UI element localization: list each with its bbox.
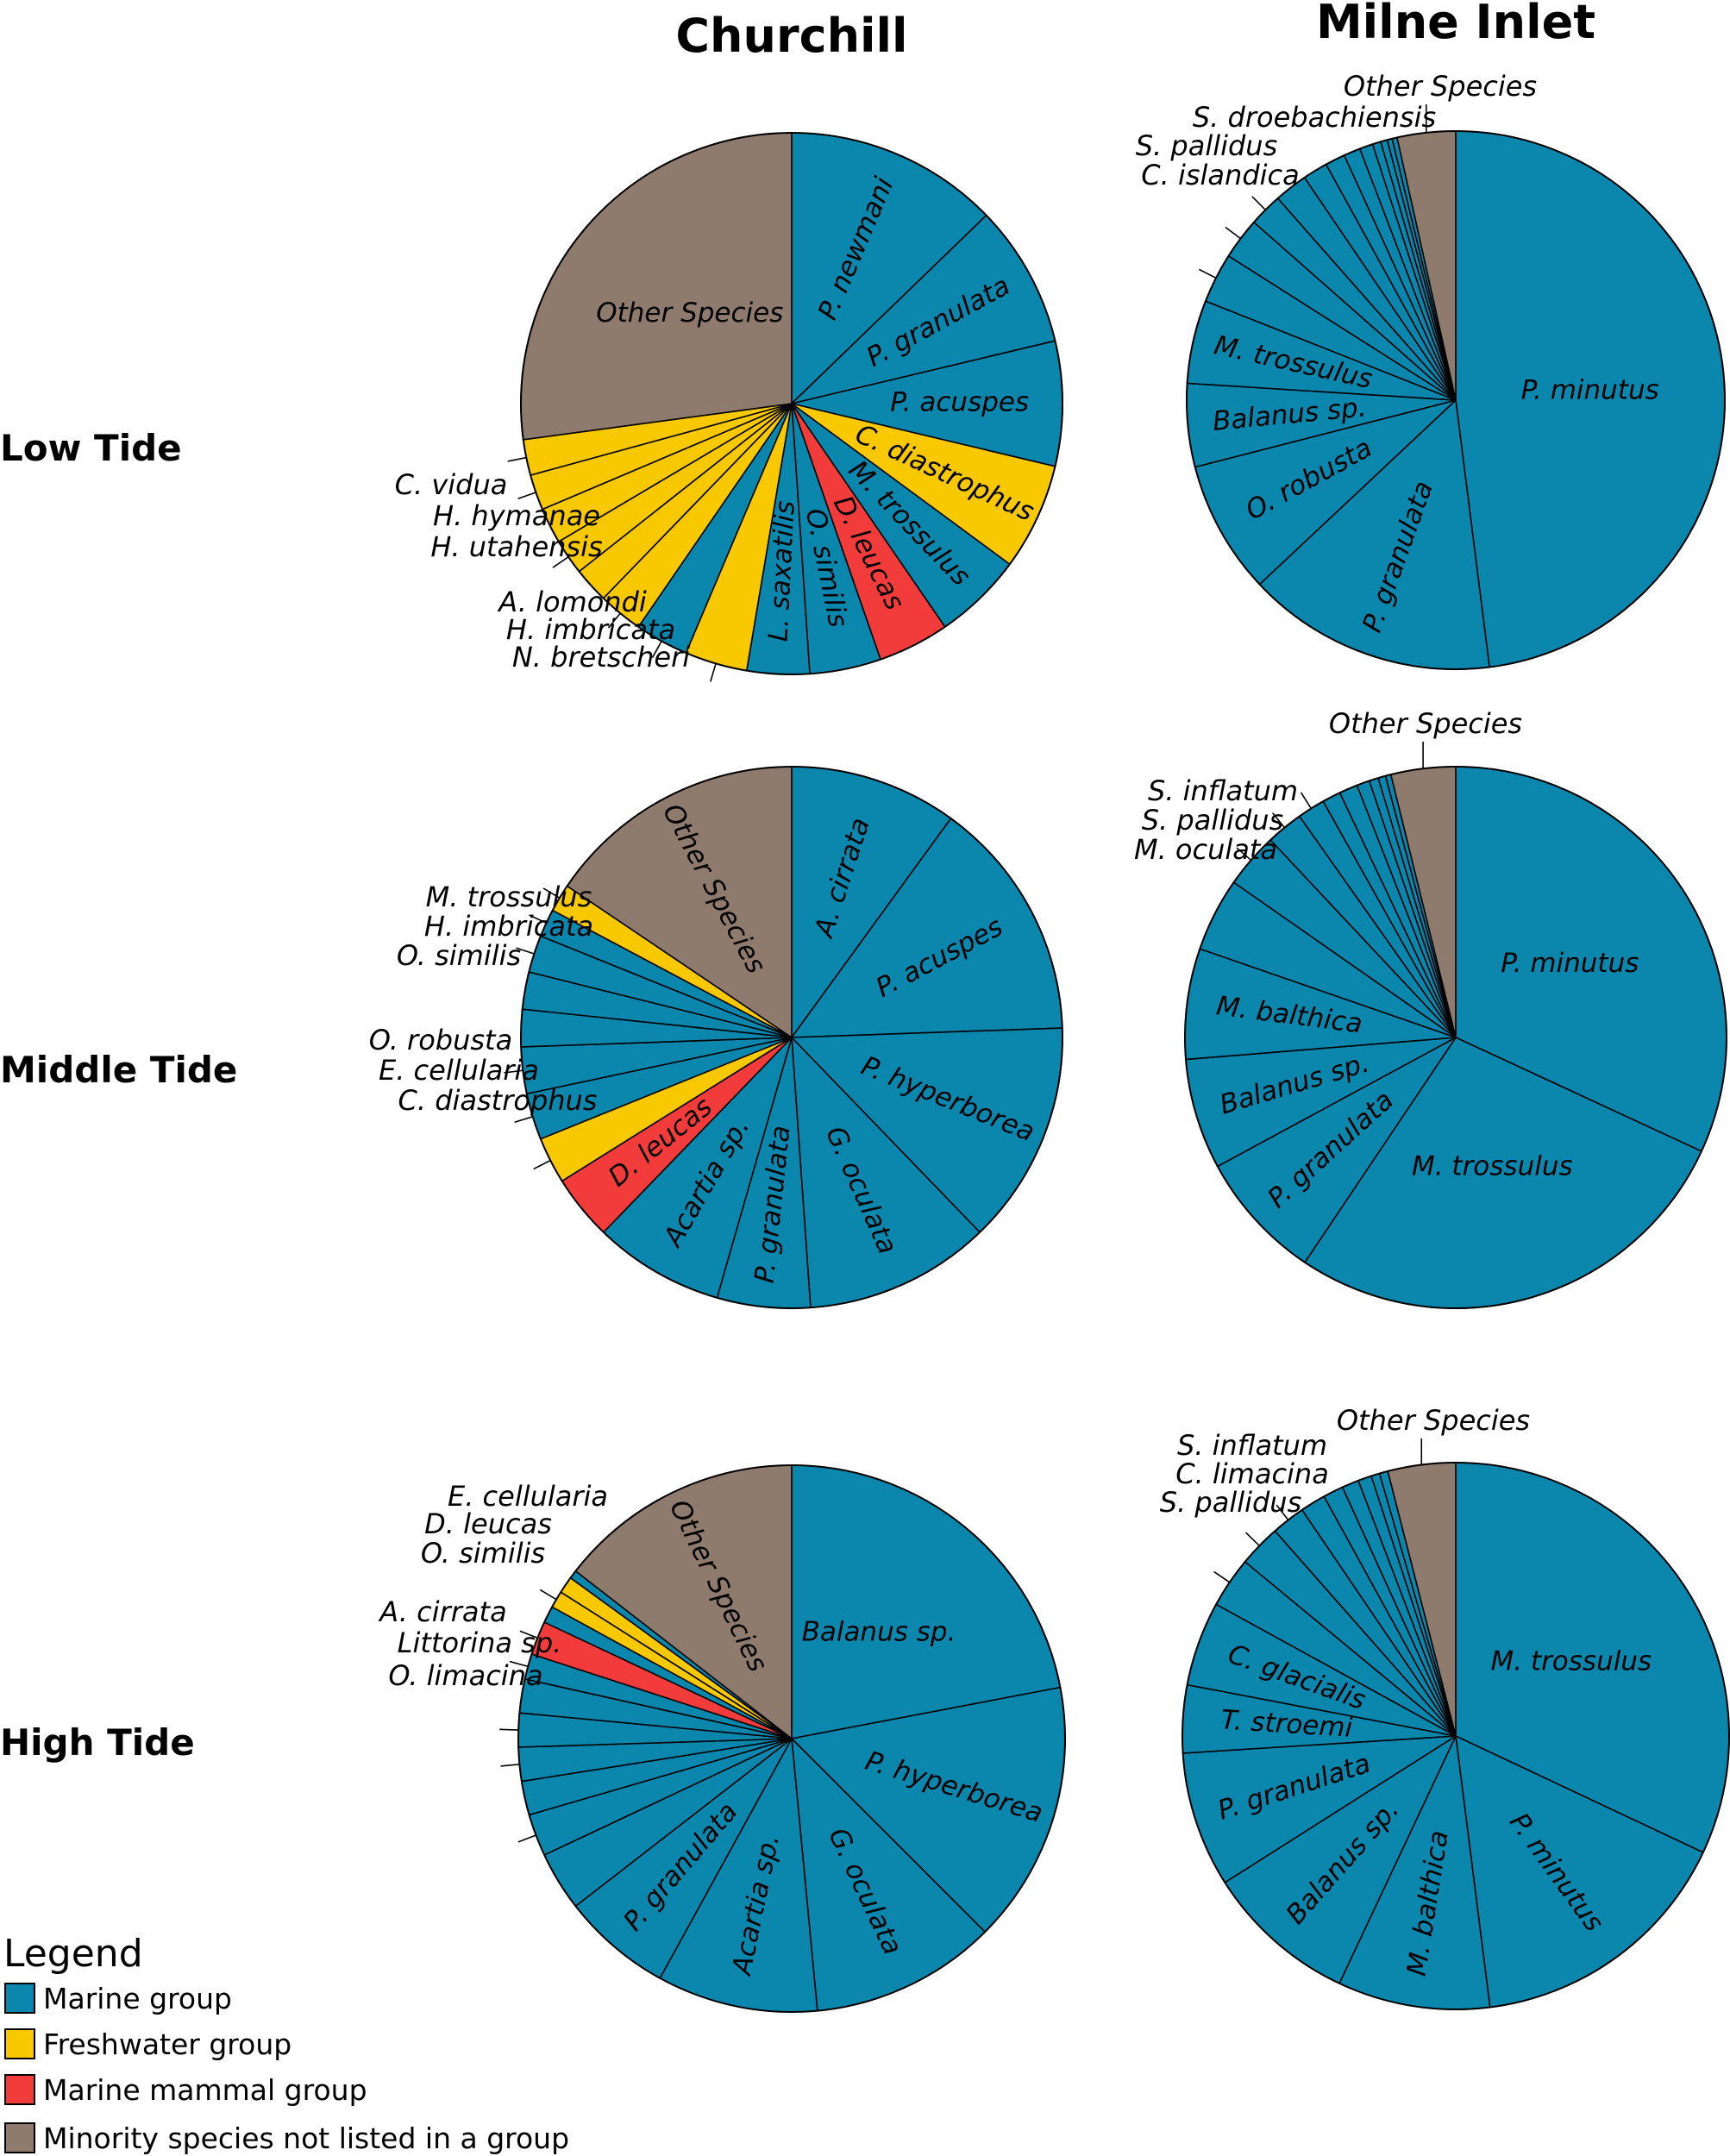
leader-line-churchill-middle-tide-e-cellularia <box>514 1116 533 1124</box>
slice-label-milne-inlet-middle-tide-s-inflatum: S. inflatum <box>1148 774 1298 807</box>
slice-label-milne-inlet-middle-tide-s-pallidus: S. pallidus <box>1142 804 1284 837</box>
leader-line-churchill-low-tide-h-hymanae <box>517 492 536 499</box>
slice-label-churchill-middle-tide-c-diastrophus: C. diastrophus <box>398 1084 598 1117</box>
slice-label-milne-inlet-high-tide-c-limacina: C. limacina <box>1175 1457 1329 1490</box>
slice-label-milne-inlet-middle-tide-m-oculata: M. oculata <box>1134 833 1277 866</box>
slice-label-milne-inlet-middle-tide-p-minutus: P. minutus <box>1501 948 1639 979</box>
leader-line-churchill-high-tide-o-similis <box>509 1660 529 1668</box>
leader-line-milne-inlet-middle-tide-s-inflatum <box>1300 792 1312 809</box>
leader-line-churchill-high-tide-d-leucas <box>519 1630 538 1639</box>
slice-label-churchill-high-tide-e-cellularia: E. cellularia <box>448 1480 608 1513</box>
pie-outline-churchill-low-tide <box>520 132 1063 675</box>
leader-line-churchill-low-tide-h-imbricata <box>651 640 662 659</box>
slice-label-churchill-high-tide-littorina-sp: Littorina sp. <box>398 1626 562 1659</box>
legend-swatch-freshwater <box>4 2028 35 2059</box>
slice-label-milne-inlet-high-tide-m-trossulus: M. trossulus <box>1490 1646 1652 1677</box>
row-title-low-tide: Low Tide <box>0 427 182 469</box>
slice-label-churchill-low-tide-h-hymanae: H. hymanae <box>433 499 600 532</box>
slice-label-churchill-low-tide-n-bretscheri: N. bretscheri <box>512 641 690 674</box>
leader-line-churchill-low-tide-n-bretscheri <box>710 663 717 682</box>
leader-line-milne-inlet-low-tide-s-droebachiensis <box>1251 196 1266 210</box>
leader-line-churchill-low-tide-a-lomondi <box>607 612 621 629</box>
pie-outline-milne-inlet-low-tide <box>1186 130 1726 670</box>
slice-label-milne-inlet-high-tide-other-species: Other Species <box>1337 1404 1530 1437</box>
slice-label-churchill-high-tide-o-similis: O. similis <box>421 1537 545 1570</box>
slice-label-churchill-middle-tide-h-imbricata: H. imbricata <box>424 910 593 943</box>
slice-label-churchill-low-tide-h-imbricata: H. imbricata <box>506 613 675 646</box>
leader-line-churchill-high-tide-a-cirrata <box>499 1728 519 1731</box>
leader-line-churchill-low-tide-h-utahensis <box>552 556 569 568</box>
slice-label-churchill-low-tide-c-vidua: C. vidua <box>395 468 508 501</box>
leader-line-churchill-high-tide-e-cellularia <box>539 1589 557 1601</box>
legend-swatch-minority <box>4 2122 35 2153</box>
column-title-milne-inlet: Milne Inlet <box>1316 0 1595 49</box>
slice-label-churchill-low-tide-l-saxatilis: L. saxatilis <box>763 500 801 642</box>
legend-label-marine-mammal: Marine mammal group <box>43 2073 367 2107</box>
slice-label-churchill-high-tide-o-limacina: O. limacina <box>388 1659 542 1692</box>
slice-label-churchill-low-tide-p-acuspes: P. acuspes <box>890 387 1029 418</box>
row-title-high-tide: High Tide <box>0 1721 195 1764</box>
slice-label-milne-inlet-low-tide-s-pallidus: S. pallidus <box>1136 129 1278 162</box>
slice-label-milne-inlet-middle-tide-m-trossulus: M. trossulus <box>1412 1151 1573 1182</box>
leader-line-churchill-middle-tide-o-similis <box>516 947 535 955</box>
slice-label-churchill-low-tide-a-lomondi: A. lomondi <box>497 586 647 618</box>
leader-line-churchill-low-tide-c-vidua <box>507 456 527 462</box>
slice-label-milne-inlet-low-tide-c-islandica: C. islandica <box>1141 159 1299 191</box>
slice-label-churchill-middle-tide-m-trossulus: M. trossulus <box>426 881 592 913</box>
slice-label-churchill-high-tide-balanus-sp: Balanus sp. <box>802 1616 956 1647</box>
row-title-middle-tide: Middle Tide <box>0 1049 237 1091</box>
slice-label-milne-inlet-high-tide-s-inflatum: S. inflatum <box>1177 1429 1327 1462</box>
leader-line-milne-inlet-middle-tide-m-oculata <box>1236 847 1252 862</box>
slice-label-churchill-high-tide-a-cirrata: A. cirrata <box>378 1595 506 1628</box>
leader-line-milne-inlet-low-tide-s-pallidus <box>1225 226 1241 240</box>
slice-label-milne-inlet-low-tide-other-species: Other Species <box>1344 70 1537 103</box>
slice-label-milne-inlet-low-tide-p-minutus: P. minutus <box>1521 375 1659 406</box>
leader-line-churchill-middle-tide-o-robusta <box>504 1069 523 1074</box>
legend-swatch-marine <box>4 1983 35 2014</box>
legend-label-marine: Marine group <box>43 1982 232 2015</box>
pie-outline-churchill-high-tide <box>517 1464 1066 2013</box>
slice-label-milne-inlet-low-tide-s-droebachiensis: S. droebachiensis <box>1193 101 1436 134</box>
slice-label-churchill-middle-tide-o-robusta: O. robusta <box>369 1024 512 1056</box>
leader-line-milne-inlet-high-tide-s-pallidus <box>1213 1570 1231 1583</box>
leader-line-churchill-high-tide-o-limacina <box>517 1834 536 1843</box>
column-title-churchill: Churchill <box>675 9 907 63</box>
slice-label-churchill-middle-tide-o-similis: O. similis <box>397 939 521 972</box>
leader-line-churchill-high-tide-littorina-sp <box>500 1764 520 1767</box>
legend: Legend Marine group Freshwater group Mar… <box>3 1932 569 2155</box>
pie-outline-milne-inlet-high-tide <box>1182 1462 1730 2010</box>
pie-outline-churchill-middle-tide <box>520 766 1063 1309</box>
slice-label-milne-inlet-middle-tide-other-species: Other Species <box>1329 707 1522 740</box>
leader-line-milne-inlet-middle-tide-s-pallidus <box>1271 812 1286 829</box>
legend-title: Legend <box>3 1932 143 1976</box>
leader-line-milne-inlet-low-tide-c-islandica <box>1199 268 1217 279</box>
leader-line-churchill-middle-tide-h-imbricata <box>529 914 547 924</box>
leader-line-churchill-middle-tide-c-diastrophus <box>533 1159 551 1170</box>
leader-line-milne-inlet-high-tide-s-inflatum <box>1276 1504 1289 1521</box>
leader-line-churchill-middle-tide-m-trossulus <box>542 887 561 899</box>
slice-label-churchill-low-tide-other-species: Other Species <box>596 298 783 329</box>
legend-swatch-marine-mammal <box>4 2074 35 2105</box>
legend-label-minority: Minority species not listed in a group <box>43 2122 569 2155</box>
slice-label-churchill-middle-tide-e-cellularia: E. cellularia <box>379 1054 539 1087</box>
slice-label-milne-inlet-high-tide-s-pallidus: S. pallidus <box>1160 1486 1302 1519</box>
slice-label-churchill-high-tide-d-leucas: D. leucas <box>424 1507 552 1540</box>
leader-line-milne-inlet-high-tide-c-limacina <box>1244 1532 1260 1546</box>
pie-outline-milne-inlet-middle-tide <box>1184 766 1727 1309</box>
slice-label-churchill-low-tide-h-utahensis: H. utahensis <box>430 530 602 563</box>
legend-label-freshwater: Freshwater group <box>43 2028 291 2061</box>
